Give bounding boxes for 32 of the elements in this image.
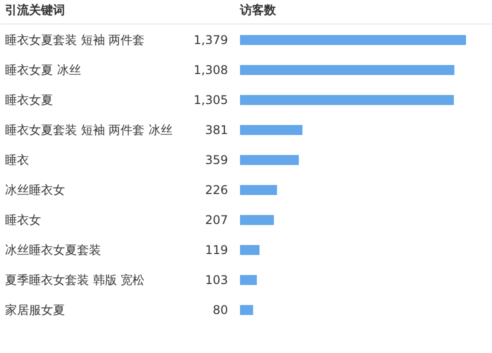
y-tick-label: 睡衣女夏 冰丝 xyxy=(5,63,81,77)
y-tick-label: 夏季睡衣女套装 韩版 宽松 xyxy=(5,273,145,287)
data-label: 359 xyxy=(205,153,228,167)
data-label: 1,308 xyxy=(194,63,228,77)
data-label: 1,305 xyxy=(194,93,228,107)
bar xyxy=(240,35,466,45)
bar xyxy=(240,65,454,75)
data-label: 207 xyxy=(205,213,228,227)
bar xyxy=(240,155,299,165)
data-label: 1,379 xyxy=(194,33,228,47)
y-tick-label: 睡衣女 xyxy=(5,213,41,227)
bar xyxy=(240,125,302,135)
y-tick-label: 冰丝睡衣女 xyxy=(5,183,65,197)
bar xyxy=(240,95,454,105)
bar xyxy=(240,275,257,285)
data-label: 226 xyxy=(205,183,228,197)
data-label: 80 xyxy=(212,303,228,317)
data-label: 381 xyxy=(205,123,228,137)
bar xyxy=(240,185,278,195)
y-tick-label: 睡衣女夏 xyxy=(5,93,53,107)
y-tick-label: 冰丝睡衣女夏套装 xyxy=(5,243,101,257)
x-axis-title: 访客数 xyxy=(239,3,277,17)
data-label: 103 xyxy=(205,273,228,287)
bar xyxy=(240,245,260,255)
y-axis-title: 引流关键词 xyxy=(5,3,65,17)
y-tick-label: 家居服女夏 xyxy=(5,303,65,317)
bar xyxy=(240,305,254,315)
data-label: 119 xyxy=(205,243,228,257)
y-tick-label: 睡衣 xyxy=(5,153,29,167)
y-tick-label: 睡衣女夏套装 短袖 两件套 冰丝 xyxy=(5,123,172,137)
bar xyxy=(240,215,274,225)
y-tick-label: 睡衣女夏套装 短袖 两件套 xyxy=(5,33,145,47)
